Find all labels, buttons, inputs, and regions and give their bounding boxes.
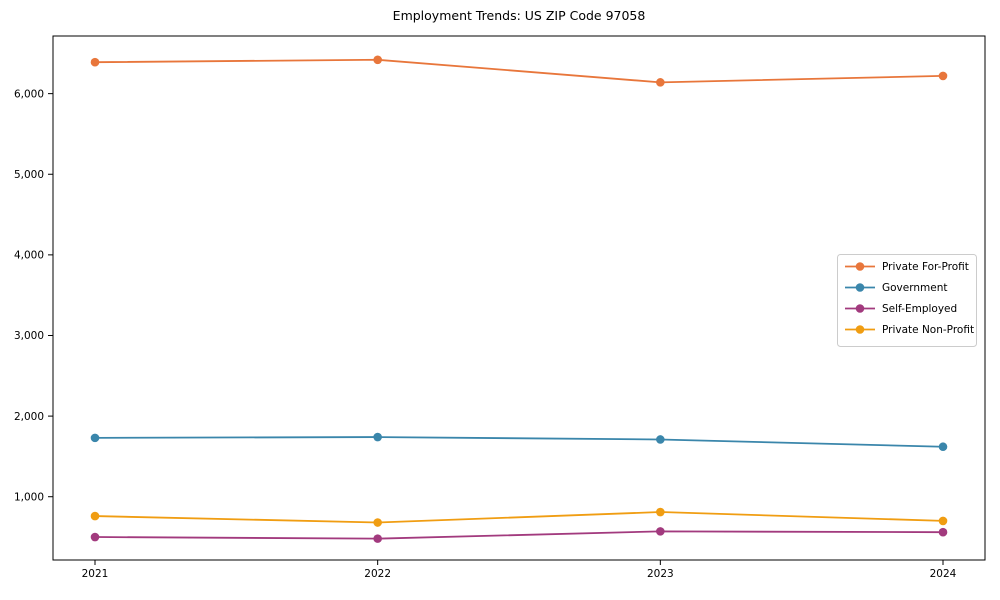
series-self-employed (90, 527, 948, 543)
chart-title: Employment Trends: US ZIP Code 97058 (393, 8, 646, 23)
series-private-for-profit (90, 55, 948, 87)
y-axis: 1,000 2,000 3,000 4,000 5,000 6,000 (14, 88, 53, 503)
legend-item-self-employed: Self-Employed (845, 303, 957, 315)
y-tick-label: 5,000 (14, 169, 44, 181)
y-tick-label: 6,000 (14, 88, 44, 100)
series-group (90, 55, 948, 543)
legend-marker-icon (855, 262, 865, 271)
legend-item-private-for-profit: Private For-Profit (845, 261, 969, 273)
data-point-government-2021 (90, 433, 100, 443)
legend-label: Private Non-Profit (882, 324, 974, 336)
legend-label: Self-Employed (882, 303, 957, 315)
x-tick-label: 2022 (364, 568, 391, 580)
legend-item-private-non-profit: Private Non-Profit (845, 324, 974, 336)
series-line-self-employed (94, 530, 944, 540)
y-tick-label: 1,000 (14, 491, 44, 503)
data-point-private-non-profit-2024 (938, 516, 948, 526)
series-line-private-non-profit (94, 511, 944, 524)
x-tick-label: 2021 (82, 568, 109, 580)
data-point-private-for-profit-2021 (90, 57, 100, 67)
legend-marker-icon (855, 304, 865, 313)
data-point-private-for-profit-2023 (656, 78, 665, 87)
data-point-private-for-profit-2024 (938, 71, 948, 81)
legend-marker-icon (855, 283, 865, 292)
series-private-non-profit (90, 507, 948, 527)
legend-box (837, 254, 977, 347)
legend-label: Government (882, 282, 947, 294)
data-point-self-employed-2021 (90, 532, 100, 542)
data-point-private-non-profit-2022 (373, 518, 382, 527)
legend-label: Private For-Profit (882, 261, 969, 273)
y-tick-label: 4,000 (14, 250, 44, 262)
data-point-private-non-profit-2021 (90, 511, 100, 521)
data-point-private-non-profit-2023 (656, 507, 665, 517)
plot-border (52, 35, 986, 561)
data-point-self-employed-2022 (373, 534, 382, 543)
y-tick-label: 3,000 (14, 330, 44, 342)
x-axis: 2021 2022 2023 2024 (82, 560, 957, 580)
data-point-private-for-profit-2022 (373, 55, 382, 65)
x-tick-label: 2023 (647, 568, 674, 580)
data-point-government-2022 (373, 432, 382, 442)
series-government (90, 432, 948, 452)
data-point-government-2024 (938, 442, 948, 452)
y-tick-label: 2,000 (14, 411, 44, 423)
x-tick-label: 2024 (930, 568, 957, 580)
data-point-self-employed-2024 (938, 527, 948, 537)
data-point-government-2023 (656, 435, 665, 444)
data-point-self-employed-2023 (656, 527, 665, 536)
series-line-private-for-profit (94, 58, 944, 84)
legend: Private For-Profit Government Self-Employe… (837, 254, 977, 347)
legend-item-government: Government (845, 282, 947, 294)
legend-marker-icon (855, 325, 865, 334)
series-line-government (94, 436, 944, 448)
